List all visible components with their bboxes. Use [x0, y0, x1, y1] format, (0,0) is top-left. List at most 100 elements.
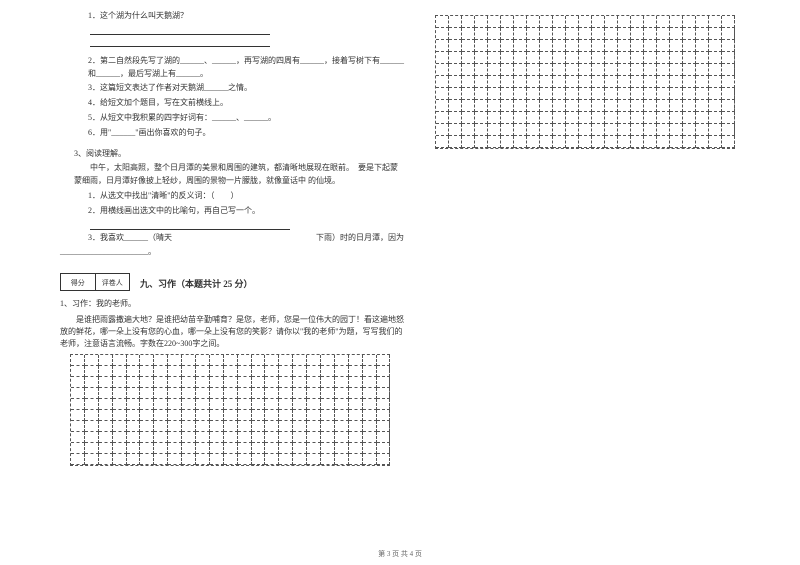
grid-cell — [566, 28, 579, 40]
grid-cell — [71, 388, 85, 399]
grid-cell — [279, 377, 293, 388]
grid-cell — [210, 410, 224, 421]
grid-cell — [592, 124, 605, 136]
grid-cell — [349, 454, 363, 465]
grid-cell — [540, 16, 553, 28]
grid-cell — [722, 16, 735, 28]
grid-cell — [210, 421, 224, 432]
grid-cell — [670, 28, 683, 40]
grid-cell — [644, 124, 657, 136]
grid-cell — [501, 112, 514, 124]
grid-cell — [670, 100, 683, 112]
grid-cell — [631, 16, 644, 28]
grid-cell — [252, 421, 266, 432]
grid-cell — [449, 88, 462, 100]
grid-cell — [670, 16, 683, 28]
grid-cell — [696, 28, 709, 40]
essay-body: 是谁把雨露撒遍大地？是谁把幼苗辛勤哺育？是您，老师，您是一位伟大的园丁！看这遍地… — [60, 314, 405, 350]
grid-cell — [592, 100, 605, 112]
grid-cell — [501, 64, 514, 76]
grid-cell — [99, 454, 113, 465]
grid-cell — [709, 64, 722, 76]
grid-cell — [579, 88, 592, 100]
grid-cell — [238, 377, 252, 388]
grid-cell — [349, 421, 363, 432]
grid-cell — [279, 399, 293, 410]
grid-cell — [377, 388, 391, 399]
grid-cell — [644, 136, 657, 148]
grid-cell — [238, 366, 252, 377]
grid-cell — [670, 52, 683, 64]
grid-cell — [683, 64, 696, 76]
grid-cell — [99, 366, 113, 377]
grid-cell — [540, 112, 553, 124]
grid-cell — [154, 399, 168, 410]
grid-cell — [210, 399, 224, 410]
grid-cell — [709, 112, 722, 124]
grid-cell — [514, 40, 527, 52]
grid-cell — [592, 88, 605, 100]
grid-cell — [657, 124, 670, 136]
grid-cell — [140, 410, 154, 421]
grid-cell — [210, 454, 224, 465]
grid-cell — [657, 112, 670, 124]
grid-cell — [168, 421, 182, 432]
q1-3: 3．这篇短文表达了作者对天鹅湖______之情。 — [88, 82, 405, 95]
grid-cell — [462, 16, 475, 28]
grid-cell — [154, 432, 168, 443]
grid-cell — [168, 399, 182, 410]
q1-1: 1．这个湖为什么叫天鹅湖？ — [88, 10, 405, 23]
grid-cell — [592, 136, 605, 148]
grid-cell — [722, 112, 735, 124]
grid-cell — [377, 410, 391, 421]
grid-cell — [592, 40, 605, 52]
grid-cell — [683, 124, 696, 136]
grid-cell — [99, 410, 113, 421]
grid-cell — [224, 443, 238, 454]
grid-cell — [321, 399, 335, 410]
grid-cell — [462, 124, 475, 136]
grid-cell — [71, 421, 85, 432]
grid-cell — [85, 366, 99, 377]
grid-cell — [488, 52, 501, 64]
grid-cell — [363, 399, 377, 410]
grid-cell — [182, 421, 196, 432]
grid-cell — [631, 136, 644, 148]
reading3-title: 3、阅读理解。 — [74, 148, 405, 161]
grid-cell — [657, 88, 670, 100]
grid-cell — [377, 432, 391, 443]
grid-cell — [644, 40, 657, 52]
grid-cell — [335, 388, 349, 399]
grid-cell — [168, 443, 182, 454]
grid-cell — [436, 100, 449, 112]
grid-cell — [265, 454, 279, 465]
grid-cell — [631, 40, 644, 52]
grid-cell — [113, 421, 127, 432]
grid-cell — [99, 432, 113, 443]
grid-cell — [709, 40, 722, 52]
grid-cell — [631, 88, 644, 100]
grid-cell — [265, 366, 279, 377]
grid-cell — [579, 100, 592, 112]
grid-cell — [709, 136, 722, 148]
grid-cell — [321, 454, 335, 465]
grid-cell — [644, 76, 657, 88]
grid-cell — [527, 124, 540, 136]
grid-cell — [527, 52, 540, 64]
r3-q2: 2．用横线画出选文中的比喻句，再自己写一个。 — [88, 205, 405, 218]
grid-cell — [252, 454, 266, 465]
page-footer: 第 3 页 共 4 页 — [0, 549, 800, 559]
grid-cell — [527, 40, 540, 52]
grid-cell — [605, 40, 618, 52]
grid-cell — [363, 377, 377, 388]
grid-cell — [293, 454, 307, 465]
answer-line — [90, 220, 290, 230]
grid-cell — [566, 112, 579, 124]
grid-cell — [307, 432, 321, 443]
reading3-body: 中午，太阳高照，整个日月潭的美景和周围的建筑，都清晰地展现在眼前。 要是下起蒙蒙… — [74, 162, 405, 188]
grid-cell — [553, 124, 566, 136]
grid-cell — [377, 421, 391, 432]
left-column: 1．这个湖为什么叫天鹅湖？ 2．第二自然段先写了湖的______、______，… — [60, 10, 405, 466]
grid-cell — [605, 52, 618, 64]
q1-2: 2．第二自然段先写了湖的______、______，再写湖的四周有______，… — [88, 55, 405, 81]
